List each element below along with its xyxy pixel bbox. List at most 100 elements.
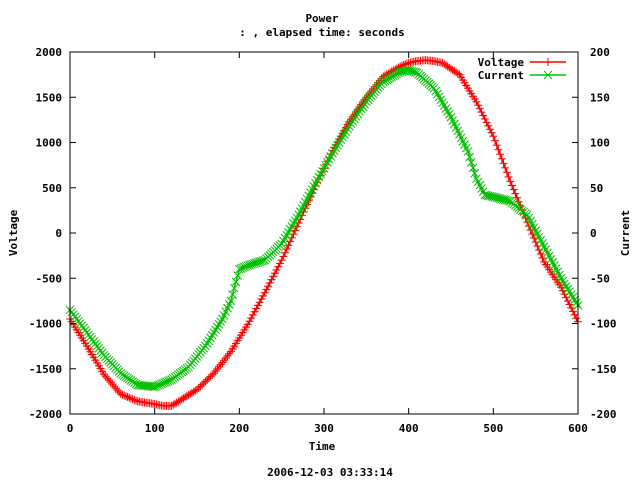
data-point	[453, 69, 462, 78]
y2-tick-label: -150	[590, 363, 617, 376]
chart-title: Power	[305, 12, 338, 25]
data-point	[485, 125, 494, 134]
data-point	[487, 192, 496, 201]
data-point	[568, 292, 578, 302]
data-point	[193, 385, 201, 394]
data-point	[360, 99, 369, 109]
data-point	[214, 320, 224, 329]
y-tick-label: -1500	[29, 363, 62, 376]
data-point	[289, 219, 298, 228]
data-point	[103, 374, 112, 383]
y2-tick-label: 50	[590, 182, 603, 195]
data-point	[353, 109, 363, 119]
y-tick-label: 1500	[36, 91, 63, 104]
data-point	[284, 227, 293, 237]
data-point	[204, 336, 214, 346]
data-point	[206, 333, 215, 343]
y2-tick-label: 200	[590, 46, 610, 59]
data-point	[120, 391, 129, 400]
data-point	[463, 147, 473, 156]
data-point	[502, 196, 512, 205]
y2-tick-label: 150	[590, 91, 610, 104]
y-tick-label: 2000	[36, 46, 63, 59]
data-point	[257, 295, 266, 304]
data-point	[243, 261, 253, 270]
data-point	[341, 127, 351, 136]
data-point	[251, 258, 261, 268]
data-point	[275, 259, 284, 268]
data-point	[409, 67, 419, 77]
data-point	[500, 195, 510, 205]
data-point	[570, 295, 579, 305]
data-point	[404, 65, 414, 75]
data-point	[231, 277, 241, 287]
data-point	[397, 67, 407, 76]
data-point	[443, 107, 452, 116]
data-point	[130, 395, 139, 404]
data-point	[285, 225, 295, 234]
data-point	[536, 249, 545, 258]
data-point	[209, 328, 219, 337]
data-point	[538, 253, 547, 262]
data-point	[567, 303, 576, 312]
x-tick-label: 300	[314, 422, 334, 435]
data-point	[571, 298, 581, 308]
data-point	[208, 370, 217, 379]
y2-tick-label: -100	[590, 318, 617, 331]
data-point	[329, 146, 339, 155]
data-point	[99, 370, 108, 379]
data-point	[565, 287, 574, 297]
data-point	[250, 307, 259, 316]
y2-axis-label: Current	[619, 210, 632, 256]
x-tick-label: 200	[229, 422, 249, 435]
data-point	[438, 98, 447, 108]
data-point	[247, 314, 256, 323]
data-point	[491, 136, 500, 145]
data-point	[468, 163, 478, 173]
data-point	[477, 108, 486, 117]
data-point	[563, 284, 573, 294]
data-point	[433, 89, 442, 99]
data-point	[108, 380, 117, 389]
data-point	[434, 92, 444, 102]
data-point	[198, 380, 207, 389]
data-point	[259, 291, 268, 300]
data-point	[441, 104, 451, 113]
data-point	[558, 286, 567, 295]
data-point	[201, 341, 210, 351]
data-point	[256, 256, 266, 266]
data-point	[572, 314, 581, 323]
data-point	[290, 216, 300, 226]
data-point	[484, 121, 493, 130]
data-point	[436, 95, 446, 105]
data-point	[356, 104, 366, 114]
data-point	[265, 278, 274, 287]
data-point	[284, 241, 293, 250]
data-point	[229, 283, 239, 293]
data-point	[292, 213, 302, 223]
data-point	[492, 193, 502, 203]
data-point	[274, 262, 283, 271]
data-point	[495, 194, 505, 203]
data-point	[504, 172, 513, 181]
data-point	[331, 143, 341, 153]
x-tick-label: 0	[67, 422, 74, 435]
data-point	[483, 191, 493, 201]
data-point	[499, 159, 508, 168]
data-point	[429, 83, 439, 93]
data-point	[570, 310, 579, 319]
data-point	[106, 378, 115, 387]
data-point	[497, 154, 506, 163]
data-point	[264, 282, 273, 291]
data-point	[201, 377, 210, 386]
data-point	[490, 192, 500, 202]
data-point	[104, 376, 113, 385]
data-point	[111, 384, 120, 393]
data-point	[246, 260, 256, 269]
data-point	[350, 114, 359, 124]
data-point	[333, 140, 342, 150]
data-point	[431, 86, 441, 96]
data-point	[116, 390, 125, 399]
